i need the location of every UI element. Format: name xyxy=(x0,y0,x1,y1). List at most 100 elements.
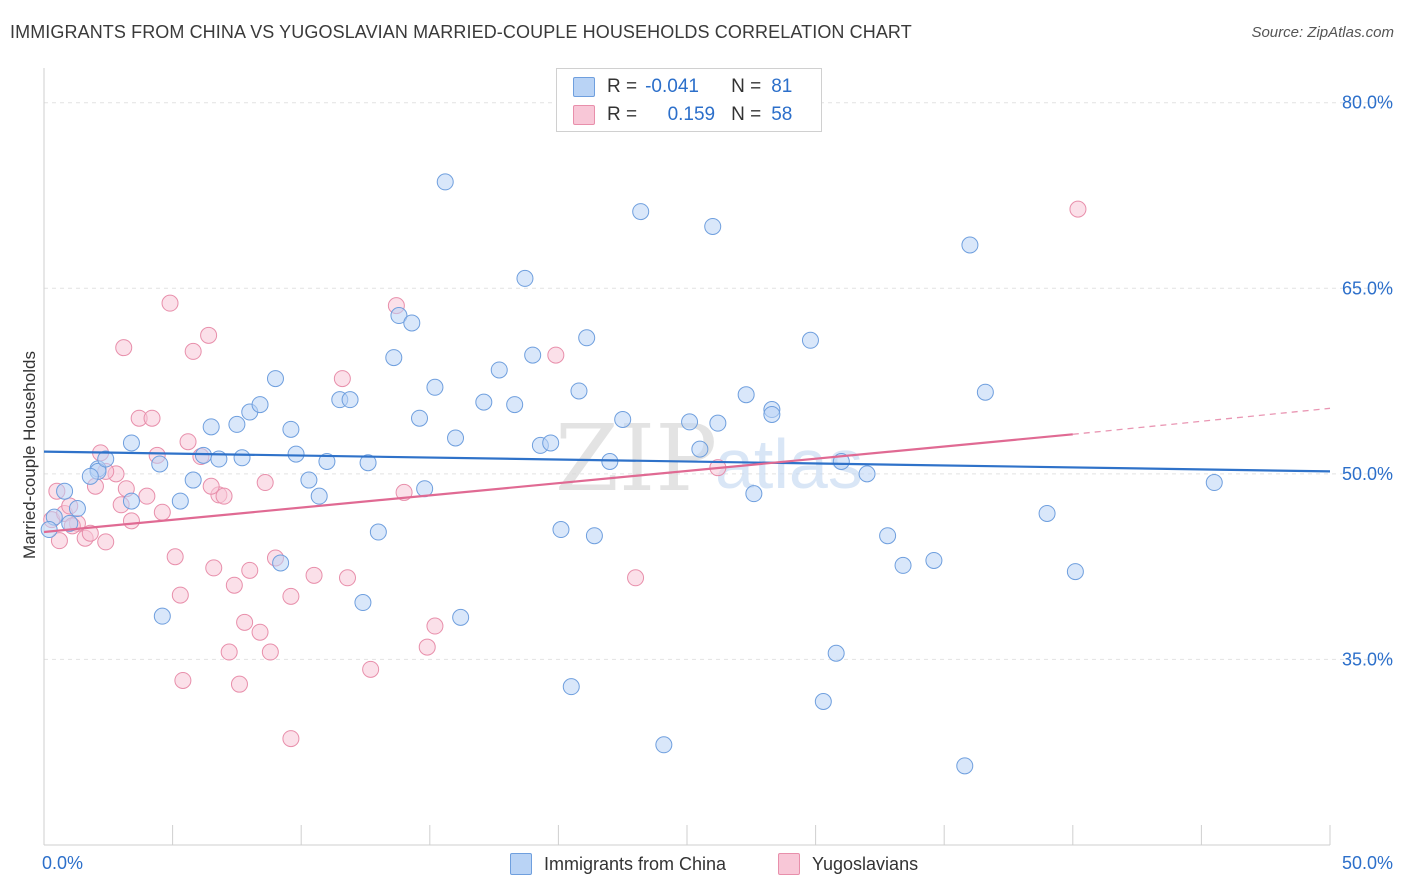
legend-swatch-china xyxy=(510,853,532,875)
china-point xyxy=(542,434,560,452)
legend-item-china[interactable]: Immigrants from China xyxy=(510,850,726,878)
legend-swatch-china xyxy=(573,77,595,97)
china-point xyxy=(403,314,421,332)
legend-r-label: R = xyxy=(607,76,638,97)
x-tick-label: 0.0% xyxy=(42,853,83,873)
yugoslavians-point xyxy=(166,548,184,566)
legend-r-value: -0.041 xyxy=(645,76,699,97)
china-point xyxy=(601,453,619,470)
trend-lines xyxy=(43,407,1331,534)
legend-label-china: Immigrants from China xyxy=(544,853,727,874)
china-point xyxy=(681,413,699,431)
china-point xyxy=(562,678,580,696)
yugoslavians-point xyxy=(236,613,254,631)
legend-n-value: 81 xyxy=(771,76,793,97)
china-point xyxy=(184,471,202,489)
china-point xyxy=(318,453,336,470)
china-point xyxy=(56,482,74,500)
china-point xyxy=(976,383,994,401)
yugoslavians-trend-line xyxy=(43,433,1073,534)
china-point xyxy=(578,329,596,347)
legend-n-label: N = xyxy=(731,104,762,125)
legend-r-value: 0.159 xyxy=(667,104,716,125)
china-point xyxy=(879,527,897,545)
yugoslavians-point xyxy=(161,294,179,312)
china-point xyxy=(153,607,171,625)
tick-labels: 80.0% 65.0% 50.0% 35.0% 0.0% 50.0% xyxy=(42,93,1393,873)
china-point xyxy=(447,429,465,447)
china-point xyxy=(61,514,79,532)
x-tick-label: 50.0% xyxy=(1342,853,1393,873)
china-point xyxy=(359,454,377,472)
china-trend-line xyxy=(43,450,1331,473)
yugoslavians-point xyxy=(215,487,233,505)
china-point xyxy=(97,450,115,468)
legend-item-yugoslavians[interactable]: Yugoslavians xyxy=(778,850,918,878)
china-point xyxy=(814,692,832,710)
china-point xyxy=(390,307,408,325)
china-point xyxy=(287,445,305,463)
china-point xyxy=(925,551,943,569)
china-point xyxy=(300,471,318,489)
legend-swatch-yugoslavians xyxy=(573,105,595,125)
china-point xyxy=(956,757,974,775)
china-point xyxy=(202,418,220,436)
china-point xyxy=(68,500,86,518)
china-point xyxy=(858,465,876,483)
series-legend: Immigrants from China Yugoslavians xyxy=(0,850,1406,878)
yugoslavians-point xyxy=(81,524,99,542)
yugoslavians-point xyxy=(338,569,356,587)
legend-swatch-yugoslavians xyxy=(778,853,800,875)
yugoslavians-point xyxy=(282,587,300,605)
china-point xyxy=(516,269,534,287)
china-point xyxy=(385,349,403,367)
china-point xyxy=(763,405,781,423)
source-note: Source: ZipAtlas.com xyxy=(1251,24,1394,41)
watermark: ZIP atlas xyxy=(555,405,863,512)
yugoslavians-point xyxy=(200,326,218,344)
yugoslavians-point xyxy=(282,730,300,748)
chart-title: IMMIGRANTS FROM CHINA VS YUGOSLAVIAN MAR… xyxy=(10,22,912,42)
yugoslavians-point xyxy=(153,503,171,521)
china-point xyxy=(570,382,588,400)
legend-n-value: 58 xyxy=(771,104,793,125)
yugoslavians-point xyxy=(179,433,197,451)
china-point xyxy=(233,449,251,467)
yugoslavians-point xyxy=(426,617,444,635)
china-point xyxy=(632,203,650,221)
china-point xyxy=(282,420,300,438)
y-tick-label: 35.0% xyxy=(1342,649,1393,669)
china-point xyxy=(1066,563,1084,581)
china-point xyxy=(745,485,763,503)
yugoslavians-trend-extension xyxy=(1072,407,1331,435)
legend-row-china: R = -0.041 N = 81 xyxy=(557,72,792,102)
y-tick-label: 80.0% xyxy=(1342,93,1393,113)
china-point xyxy=(524,346,542,364)
legend-n-label: N = xyxy=(731,76,762,97)
yugoslavians-point xyxy=(230,675,248,693)
china-point xyxy=(171,492,189,510)
china-point xyxy=(506,396,524,414)
china-point xyxy=(1205,474,1223,492)
yugoslavians-point xyxy=(547,346,565,364)
china-point xyxy=(251,396,269,414)
yugoslavians-point xyxy=(202,477,220,495)
stats-legend: R = -0.041 N = 81 R = 0.159 N = 58 xyxy=(556,68,822,132)
legend-label-yugoslavians: Yugoslavians xyxy=(812,853,919,874)
yugoslavians-point xyxy=(138,487,156,505)
legend-r-label: R = xyxy=(607,104,638,125)
china-point xyxy=(310,487,328,505)
china-point xyxy=(827,644,845,662)
china-point xyxy=(122,434,140,452)
china-point xyxy=(266,370,284,388)
china-point xyxy=(1038,504,1056,522)
yugoslavians-point xyxy=(184,342,202,360)
yugoslavians-point xyxy=(122,512,140,530)
yugoslavians-point xyxy=(143,409,161,427)
china-point xyxy=(452,608,470,626)
yugoslavians-point xyxy=(115,339,133,357)
china-point xyxy=(655,736,673,754)
china-point xyxy=(552,521,570,539)
china-point xyxy=(490,361,508,379)
